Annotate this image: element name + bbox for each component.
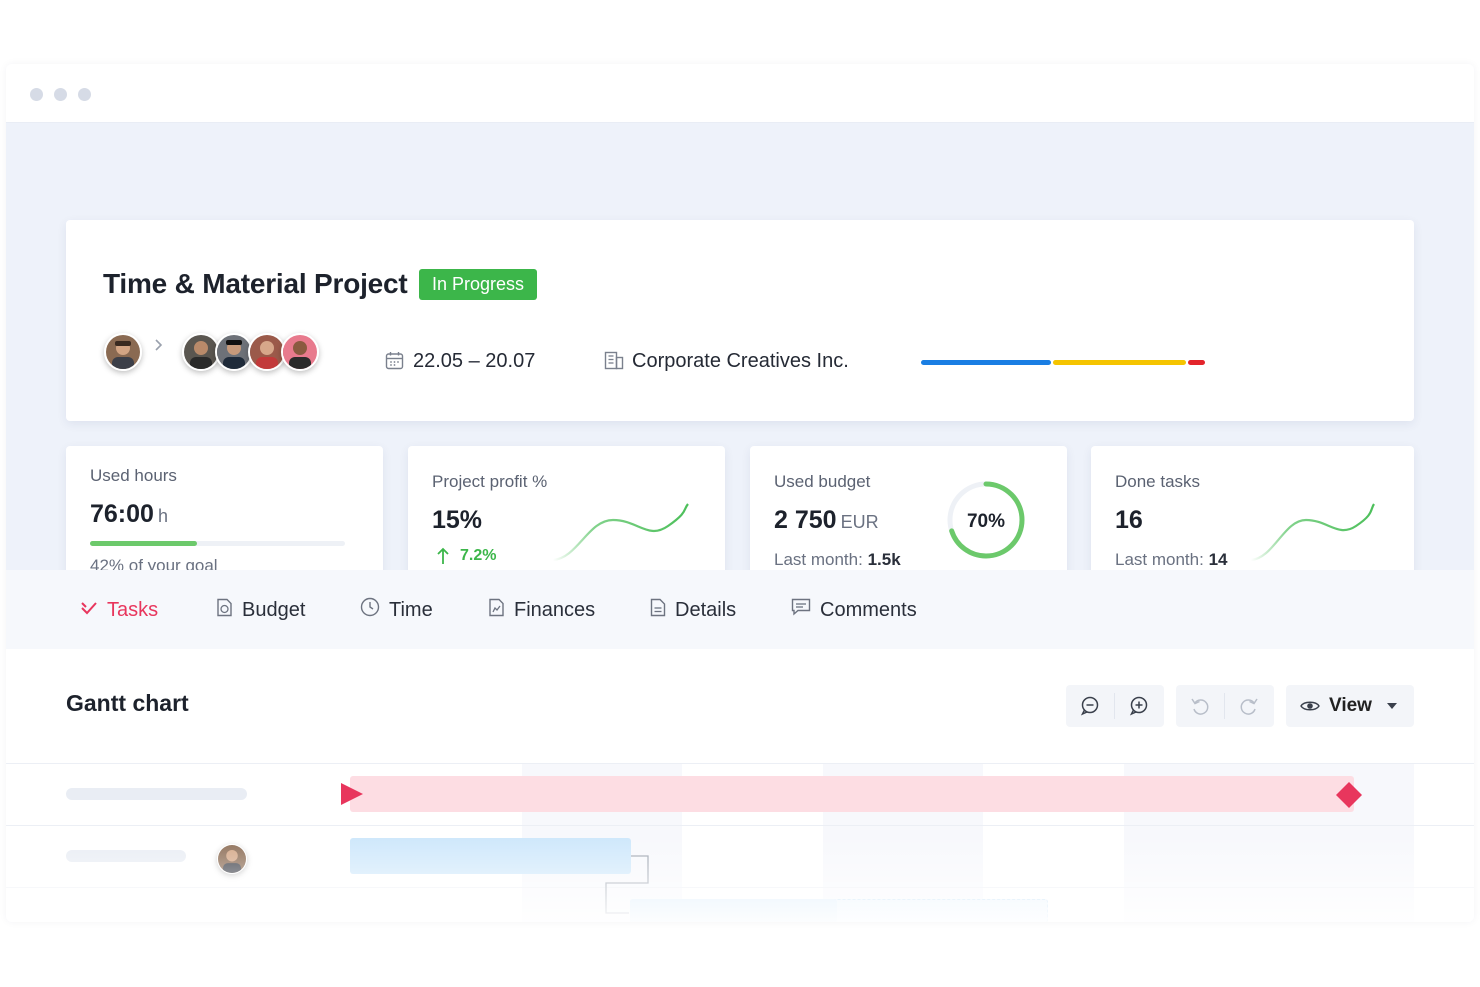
- calendar-icon: [385, 351, 404, 375]
- member-avatar[interactable]: [248, 333, 286, 371]
- done-tasks-card: Done tasks 16 Last month: 14: [1091, 446, 1414, 593]
- tab-label: Budget: [242, 598, 306, 621]
- clock-icon: [360, 597, 380, 623]
- tab-time[interactable]: Time: [360, 597, 433, 623]
- tab-details[interactable]: Details: [650, 597, 736, 623]
- stat-value: 76:00 h: [90, 500, 168, 529]
- view-dropdown[interactable]: View: [1286, 685, 1414, 727]
- building-icon: [604, 351, 624, 375]
- budget-percent-text: 70%: [967, 511, 1005, 532]
- view-label: View: [1329, 695, 1372, 716]
- stat-label: Used budget: [774, 472, 871, 491]
- stat-label: Used hours: [90, 466, 177, 485]
- tabs-bar: Tasks Budget Time Finances Details Comme…: [6, 570, 1474, 649]
- gantt-bar-project[interactable]: [350, 776, 1354, 812]
- chevron-down-icon: [1386, 703, 1397, 709]
- app-window: Time & Material Project In Progress: [6, 64, 1474, 922]
- check-icon: [80, 599, 98, 622]
- window-dot-icon[interactable]: [78, 88, 91, 101]
- zoom-out-icon: [1080, 696, 1099, 716]
- budget-value: 2 750 EUR: [774, 506, 879, 535]
- last-month-value: 1.5k: [867, 550, 901, 569]
- tab-label: Tasks: [107, 598, 159, 621]
- owner-avatar[interactable]: [104, 333, 142, 371]
- start-marker-icon[interactable]: [339, 782, 365, 806]
- window-dot-icon[interactable]: [54, 88, 67, 101]
- tab-tasks[interactable]: Tasks: [80, 597, 158, 623]
- zoom-in-icon: [1129, 696, 1148, 716]
- window-dot-icon[interactable]: [30, 88, 43, 101]
- chevron-right-icon: [154, 338, 164, 357]
- client-name: Corporate Creatives Inc.: [632, 350, 849, 372]
- history-controls: [1176, 685, 1274, 727]
- hours-value: 76:00: [90, 500, 154, 528]
- budget-icon: [215, 598, 233, 623]
- zoom-out-button[interactable]: [1066, 685, 1114, 727]
- redo-button[interactable]: [1225, 685, 1273, 727]
- profit-sparkline: [552, 503, 689, 562]
- progress-segment-red: [1188, 360, 1205, 365]
- task-name-placeholder: [66, 788, 247, 800]
- zoom-in-button[interactable]: [1115, 685, 1163, 727]
- redo-icon: [1240, 698, 1258, 715]
- tab-label: Finances: [514, 598, 596, 621]
- budget-amount: 2 750: [774, 506, 837, 534]
- project-profit-card: Project profit % 15% 7.2%: [408, 446, 725, 593]
- tab-label: Time: [389, 598, 433, 621]
- last-month-label: Last month:: [774, 550, 863, 569]
- finances-icon: [487, 598, 505, 623]
- used-budget-card: Used budget 2 750 EUR Last month: 1.5k 70…: [750, 446, 1067, 593]
- profit-change: 7.2%: [436, 547, 496, 565]
- zoom-controls: [1066, 685, 1164, 727]
- tab-finances[interactable]: Finances: [487, 597, 595, 623]
- project-title: Time & Material Project: [103, 268, 408, 299]
- window-titlebar: [6, 64, 1474, 123]
- budget-donut: 70%: [947, 481, 1025, 559]
- tab-label: Comments: [820, 598, 917, 621]
- tasks-last-month: Last month: 14: [1115, 550, 1227, 570]
- milestone-diamond-icon[interactable]: [1335, 781, 1363, 809]
- project-dates: 22.05 – 20.07: [413, 350, 536, 372]
- member-avatar[interactable]: [281, 333, 319, 371]
- tab-label: Details: [675, 598, 737, 621]
- last-month-value: 14: [1208, 550, 1228, 569]
- tab-budget[interactable]: Budget: [215, 597, 305, 623]
- document-icon: [650, 598, 666, 623]
- project-overview: Time & Material Project In Progress: [6, 123, 1474, 593]
- goal-progress-fill: [90, 541, 198, 546]
- comment-icon: [791, 598, 811, 622]
- eye-icon: [1300, 701, 1320, 711]
- gantt-title: Gantt chart: [66, 690, 189, 716]
- goal-progress-track: [90, 541, 345, 546]
- stat-label: Project profit %: [432, 472, 548, 491]
- last-month-label: Last month:: [1115, 550, 1204, 569]
- progress-segment-yellow: [1053, 360, 1186, 365]
- undo-button[interactable]: [1176, 685, 1224, 727]
- arrow-up-icon: [437, 547, 449, 564]
- progress-segment-blue: [921, 360, 1051, 365]
- stat-label: Done tasks: [1115, 472, 1201, 491]
- profit-change-value: 7.2%: [460, 547, 497, 564]
- tab-comments[interactable]: Comments: [791, 597, 917, 623]
- hours-unit: h: [157, 506, 168, 526]
- status-badge: In Progress: [419, 269, 538, 300]
- profit-value: 15%: [432, 506, 483, 534]
- tasks-sparkline: [1250, 503, 1375, 562]
- tasks-value: 16: [1115, 506, 1143, 534]
- budget-currency: EUR: [840, 512, 879, 532]
- budget-last-month: Last month: 1.5k: [774, 550, 901, 570]
- project-header-card: Time & Material Project In Progress: [66, 220, 1414, 421]
- undo-icon: [1191, 698, 1209, 715]
